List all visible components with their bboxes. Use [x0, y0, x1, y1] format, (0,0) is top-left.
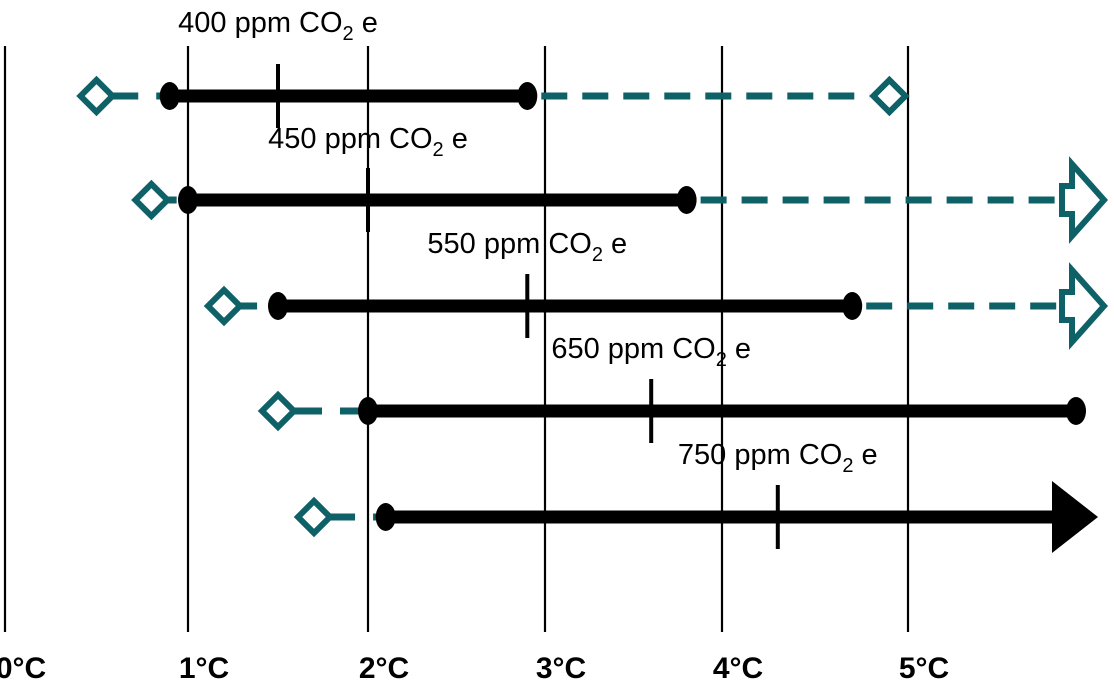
- likely-high-marker: [517, 82, 538, 110]
- series-label-main: 650 ppm CO: [551, 333, 715, 365]
- series-label-main: 400 ppm CO: [178, 7, 342, 39]
- series-label-subscript: 2: [433, 139, 444, 161]
- maximum-diamond: [869, 75, 910, 117]
- series-label-subscript: 2: [343, 23, 354, 45]
- series-label-suffix: e: [853, 439, 877, 471]
- likely-low-marker: [268, 292, 288, 320]
- x-tick-label: 2°C: [359, 652, 409, 685]
- series-label: 450 ppm CO2 e: [268, 123, 468, 161]
- series-row: 750 ppm CO2 e: [293, 439, 1098, 553]
- x-tick-label: 5°C: [899, 652, 949, 685]
- x-tick-label: 3°C: [536, 652, 586, 685]
- series-row: 400 ppm CO2 e: [76, 7, 910, 128]
- series-label: 650 ppm CO2 e: [551, 333, 751, 371]
- series-label-subscript: 2: [842, 455, 853, 477]
- likely-high-marker: [676, 186, 697, 214]
- series-label-subscript: 2: [716, 349, 727, 371]
- series-label-main: 550 ppm CO: [427, 228, 591, 260]
- x-tick-label: 4°C: [713, 652, 763, 685]
- minimum-diamond: [293, 496, 335, 538]
- minimum-diamond: [131, 179, 172, 221]
- likely-low-marker: [358, 397, 378, 425]
- series-label-suffix: e: [444, 123, 468, 155]
- x-tick-label: 1°C: [179, 652, 229, 685]
- open-arrow-icon: [1059, 156, 1109, 244]
- minimum-diamond: [203, 285, 245, 327]
- series-label: 400 ppm CO2 e: [178, 7, 378, 45]
- series-label-main: 450 ppm CO: [268, 123, 432, 155]
- series-label: 750 ppm CO2 e: [678, 439, 878, 477]
- gridlines: [3, 46, 910, 632]
- minimum-diamond: [257, 390, 299, 432]
- solid-arrow-icon: [1052, 481, 1098, 553]
- series-row: 550 ppm CO2 e: [203, 228, 1109, 350]
- likely-high-marker: [1066, 397, 1086, 425]
- minimum-diamond: [76, 75, 117, 117]
- series-label-subscript: 2: [592, 244, 603, 266]
- series-label-suffix: e: [727, 333, 751, 365]
- x-tick-label: 0°C: [0, 652, 46, 685]
- series-label-suffix: e: [603, 228, 627, 260]
- likely-low-marker: [159, 82, 180, 110]
- series-row: 650 ppm CO2 e: [257, 333, 1086, 443]
- likely-low-marker: [375, 503, 396, 531]
- x-tick-labels: 0°C 1°C 2°C 3°C 4°C 5°C: [0, 652, 949, 685]
- likely-low-marker: [178, 186, 198, 214]
- open-arrow-icon: [1059, 262, 1109, 350]
- series-label-suffix: e: [354, 7, 378, 39]
- series-row: 450 ppm CO2 e: [131, 123, 1109, 244]
- likely-high-marker: [842, 292, 863, 320]
- series-label-main: 750 ppm CO: [678, 439, 842, 471]
- series-label: 550 ppm CO2 e: [427, 228, 627, 266]
